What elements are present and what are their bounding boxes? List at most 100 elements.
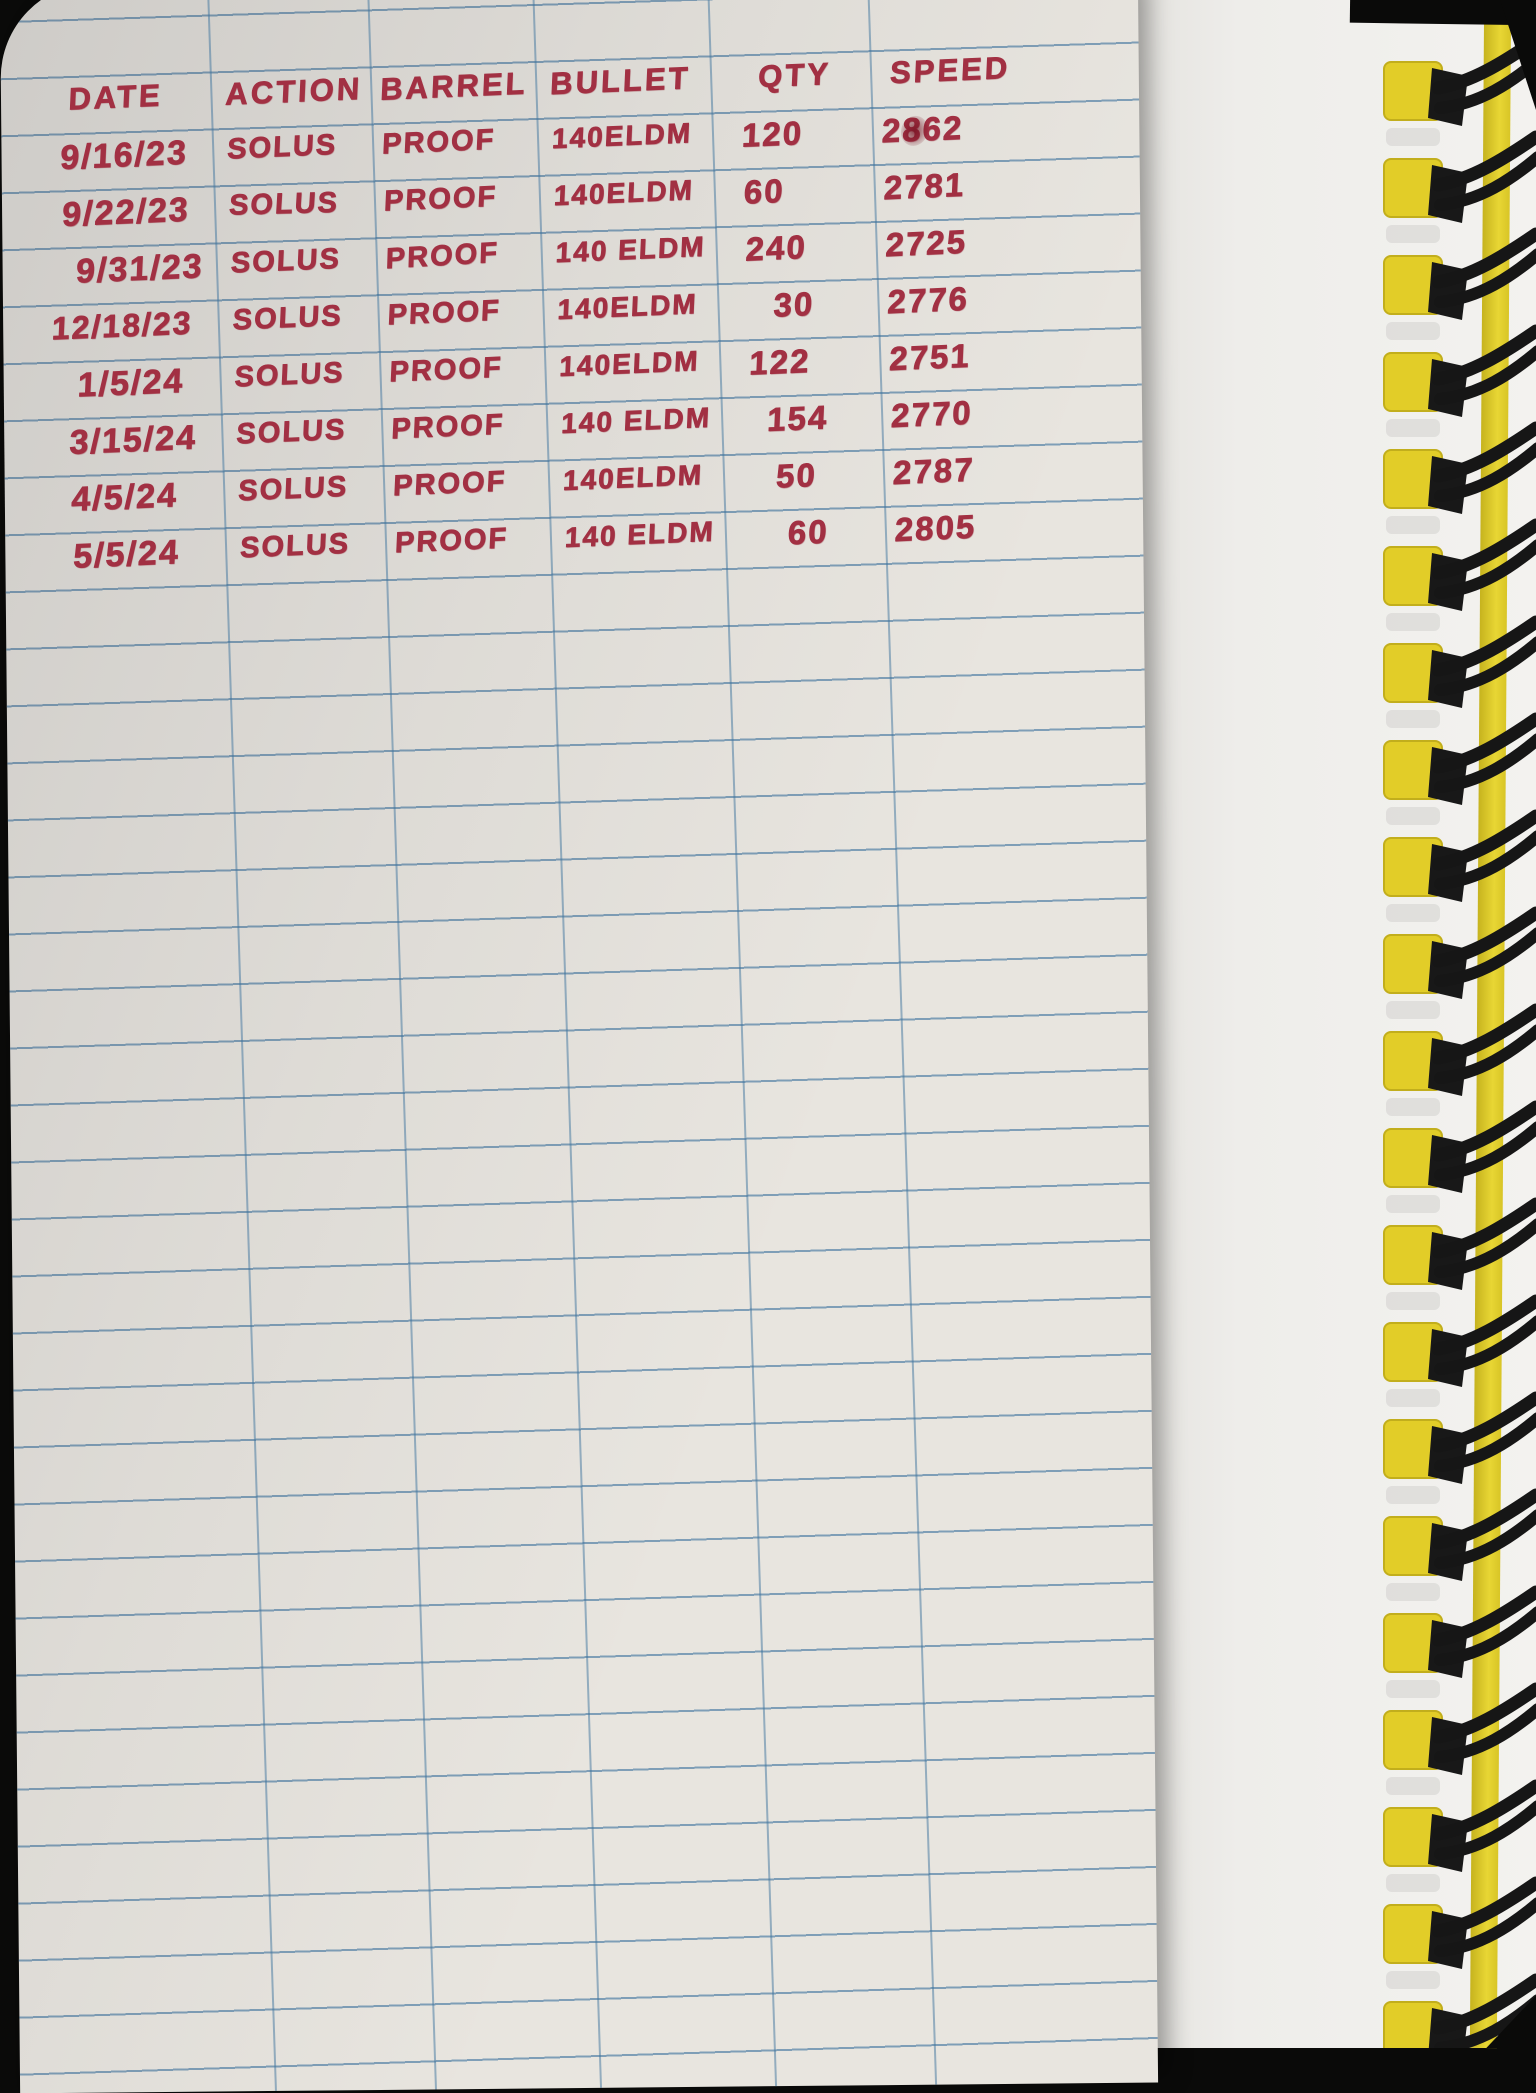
column-header-speed: SPEED [889, 50, 1011, 91]
cell-barrel: PROOF [394, 522, 509, 560]
ruled-sheet: DATE ACTION BARREL BULLET QTY SPEED 9/16… [0, 0, 1158, 2093]
cell-date: 12/18/23 [51, 304, 194, 347]
wire-upper [1431, 130, 1536, 192]
punch-hole-shadow [1386, 322, 1440, 340]
wire-upper [1431, 1294, 1536, 1356]
wire-lower [1434, 636, 1536, 696]
wire-lower [1434, 927, 1536, 987]
cell-barrel: PROOF [381, 123, 497, 161]
binding-coil [1383, 1197, 1536, 1310]
cell-qty: 60 [787, 512, 830, 552]
wire-lower [1434, 733, 1536, 793]
cell-bullet: 140ELDM [553, 174, 695, 212]
binding-coil [1383, 1779, 1536, 1892]
punch-hole-shadow [1386, 128, 1440, 146]
wire-lower [1434, 1315, 1536, 1375]
cell-barrel: PROOF [386, 294, 502, 332]
cell-date: 1/5/24 [76, 361, 186, 405]
binding-coil [1383, 906, 1536, 1019]
cell-qty: 122 [748, 341, 812, 382]
wire-lower [1434, 539, 1536, 599]
wire-lower [1434, 1897, 1536, 1957]
wire-lower [1434, 1412, 1536, 1472]
binding-coil [1383, 1294, 1536, 1407]
punch-hole-shadow [1386, 1680, 1440, 1698]
cell-date: 9/16/23 [59, 133, 189, 178]
column-header-barrel: BARREL [379, 65, 529, 107]
wire-lower [1434, 830, 1536, 890]
cell-speed: 2770 [890, 393, 974, 435]
cell-date: 5/5/24 [72, 533, 181, 576]
wire-lower [1434, 1703, 1536, 1763]
cell-qty: 50 [775, 455, 818, 496]
binding-coil [1383, 227, 1536, 340]
cell-action: SOLUS [226, 128, 338, 166]
punch-hole-shadow [1386, 904, 1440, 922]
wire-upper [1431, 324, 1536, 386]
wire-lower [1434, 1218, 1536, 1278]
binding-coil [1383, 518, 1536, 631]
binding-coil [1383, 33, 1536, 146]
wire-upper [1431, 1197, 1536, 1259]
spiral-binding [1383, 33, 1536, 2048]
cell-barrel: PROOF [388, 351, 504, 389]
wire-lower [1434, 1121, 1536, 1181]
punch-hole-shadow [1386, 1292, 1440, 1310]
wire-lower [1434, 442, 1536, 502]
wire-lower [1434, 248, 1536, 308]
wire-upper [1431, 809, 1536, 871]
binding-coil [1383, 1682, 1536, 1795]
wire-upper [1431, 1488, 1536, 1550]
wire-upper [1431, 712, 1536, 774]
wire-upper [1431, 906, 1536, 968]
cell-qty: 154 [766, 398, 830, 439]
cell-bullet: 140 ELDM [564, 515, 716, 554]
punch-hole-shadow [1386, 613, 1440, 631]
cell-action: SOLUS [239, 527, 351, 565]
binding-coil [1383, 1391, 1536, 1504]
punch-hole-shadow [1386, 1098, 1440, 1116]
cell-action: SOLUS [237, 470, 349, 508]
wire-lower [1434, 1800, 1536, 1860]
cell-bullet: 140 ELDM [560, 401, 712, 440]
binding-coil [1383, 615, 1536, 728]
cell-speed: 2805 [894, 507, 978, 549]
cell-qty: 30 [772, 284, 816, 325]
wire-lower [1434, 1024, 1536, 1084]
punch-hole-shadow [1386, 1874, 1440, 1892]
binding-coil [1383, 130, 1536, 243]
cell-action: SOLUS [235, 413, 348, 451]
punch-hole-shadow [1386, 1777, 1440, 1795]
punch-hole-shadow [1386, 419, 1440, 437]
cell-qty: 60 [743, 171, 786, 211]
wire-upper [1431, 1876, 1536, 1938]
cell-date: 9/22/23 [61, 190, 191, 235]
wire-upper [1431, 1682, 1536, 1744]
cell-bullet: 140ELDM [558, 345, 701, 383]
cell-speed: 2725 [884, 222, 968, 264]
ruled-grid: DATE ACTION BARREL BULLET QTY SPEED 9/16… [0, 0, 1158, 2093]
cell-barrel: PROOF [390, 408, 506, 446]
cell-barrel: PROOF [392, 465, 508, 503]
column-header-qty: QTY [757, 56, 832, 95]
wire-lower [1434, 1509, 1536, 1569]
wire-lower [1434, 1606, 1536, 1666]
wire-lower [1434, 151, 1536, 211]
punch-hole-shadow [1386, 225, 1440, 243]
cell-barrel: PROOF [383, 180, 498, 218]
binding-coil [1383, 1585, 1536, 1698]
binding-coil [1383, 1488, 1536, 1601]
binding-coil [1383, 1100, 1536, 1213]
cell-date: 9/31/23 [75, 247, 205, 291]
binding-coil [1383, 1876, 1536, 1989]
cell-qty: 240 [744, 227, 808, 268]
cell-barrel: PROOF [385, 236, 500, 276]
cell-action: SOLUS [232, 299, 344, 337]
cell-action: SOLUS [230, 242, 342, 280]
punch-hole-shadow [1386, 1971, 1440, 1989]
cell-speed: 2751 [888, 336, 972, 378]
binding-coil [1383, 324, 1536, 437]
punch-hole-shadow [1386, 710, 1440, 728]
cell-bullet: 140ELDM [551, 117, 693, 155]
wire-lower [1434, 345, 1536, 405]
